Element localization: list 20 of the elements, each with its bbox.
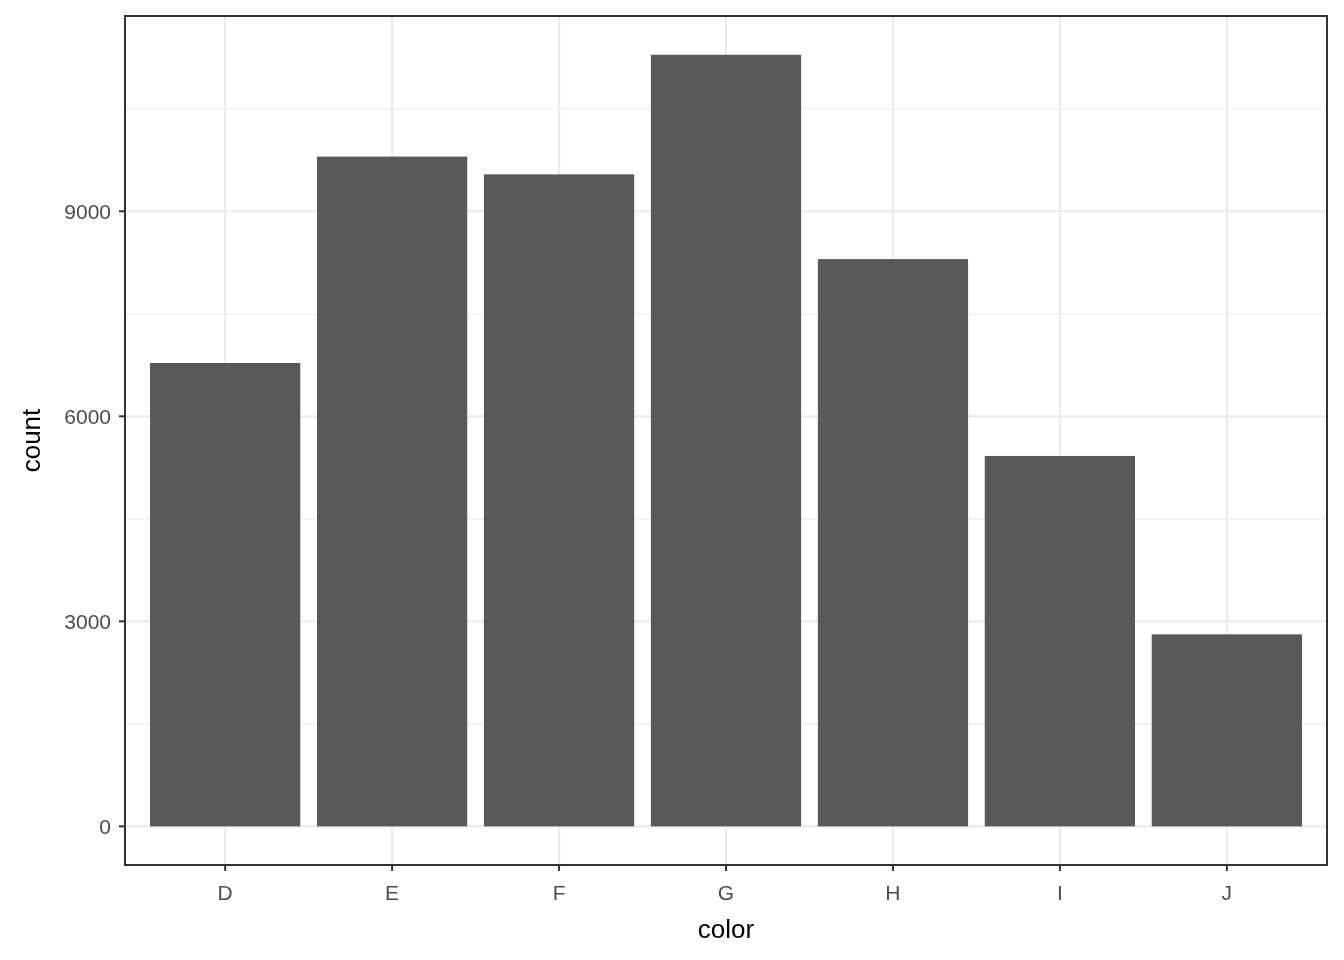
x-tick-label: F — [552, 881, 566, 905]
bar — [316, 156, 468, 827]
y-tick-label: 6000 — [64, 404, 111, 428]
x-axis-title: color — [697, 914, 755, 945]
y-tick-label: 3000 — [64, 609, 111, 633]
x-tick-label: J — [1221, 881, 1233, 905]
x-tick-label: G — [717, 881, 735, 905]
x-tick-label: H — [885, 881, 901, 905]
x-tick-label: I — [1056, 881, 1063, 905]
y-tick-label: 9000 — [64, 199, 111, 223]
y-axis-title: count — [16, 407, 47, 473]
x-tick-label: D — [217, 881, 233, 905]
y-tick-label: 0 — [99, 814, 111, 838]
bar — [650, 54, 802, 827]
bar — [483, 174, 635, 827]
bar — [150, 363, 301, 827]
bar — [1151, 634, 1302, 827]
x-tick-label: E — [385, 881, 400, 905]
bar — [984, 455, 1136, 827]
bar — [817, 259, 969, 827]
